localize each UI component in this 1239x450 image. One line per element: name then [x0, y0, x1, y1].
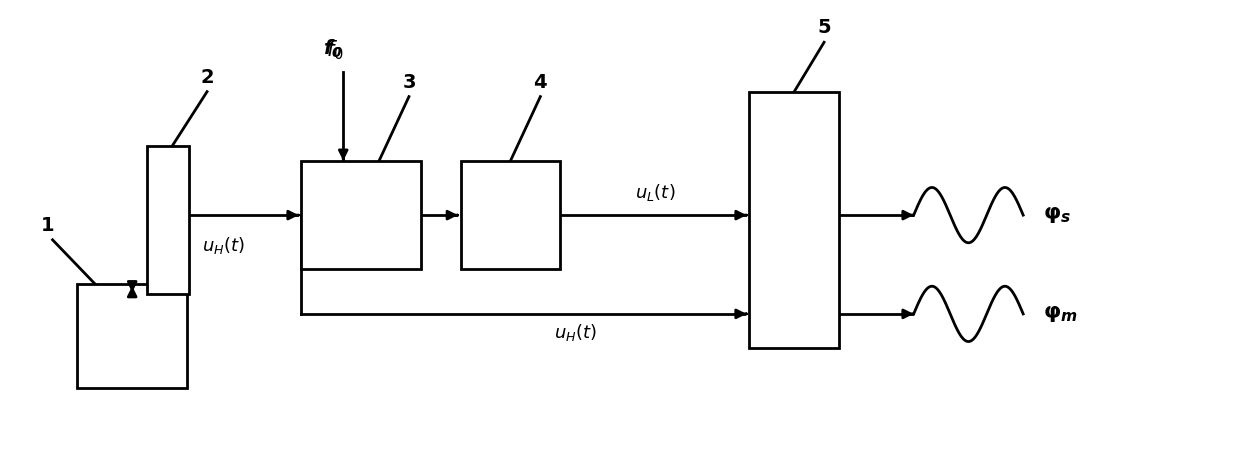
Text: $\boldsymbol{\varphi}_{\boldsymbol{m}}$: $\boldsymbol{\varphi}_{\boldsymbol{m}}$	[1043, 304, 1078, 324]
Text: $\mathbf{\mathit{u_H(t)}}$: $\mathbf{\mathit{u_H(t)}}$	[554, 322, 597, 343]
Text: 2: 2	[201, 68, 214, 87]
FancyBboxPatch shape	[147, 146, 188, 294]
Text: $\mathbf{\mathit{f_0}}$: $\mathbf{\mathit{f_0}}$	[326, 38, 344, 62]
FancyBboxPatch shape	[461, 161, 560, 270]
Text: $\bfit{f}_{\bfit{0}}$: $\bfit{f}_{\bfit{0}}$	[323, 38, 343, 60]
Text: 1: 1	[41, 216, 55, 235]
Text: $\mathbf{\mathit{u_H(t)}}$: $\mathbf{\mathit{u_H(t)}}$	[202, 235, 245, 256]
FancyBboxPatch shape	[78, 284, 187, 388]
FancyBboxPatch shape	[301, 161, 421, 270]
Text: 3: 3	[403, 72, 416, 92]
Text: 5: 5	[818, 18, 831, 37]
FancyBboxPatch shape	[750, 92, 839, 348]
Text: $\mathbf{\mathit{u_L(t)}}$: $\mathbf{\mathit{u_L(t)}}$	[634, 182, 675, 203]
Text: $\boldsymbol{\varphi}_{\boldsymbol{s}}$: $\boldsymbol{\varphi}_{\boldsymbol{s}}$	[1043, 205, 1072, 225]
Text: 4: 4	[534, 72, 548, 92]
